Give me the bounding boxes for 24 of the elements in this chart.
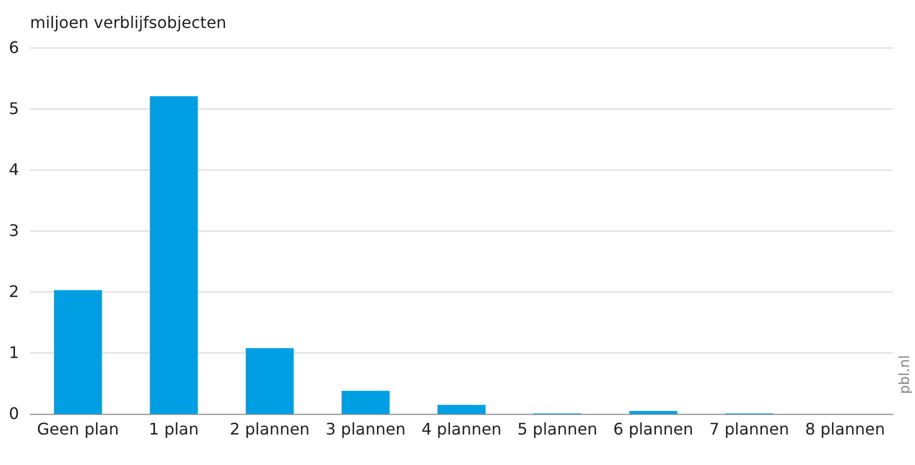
bar [54, 290, 102, 414]
y-tick-label: 3 [8, 221, 19, 240]
bar [438, 404, 486, 414]
y-tick-label: 2 [8, 282, 19, 302]
x-tick-label: 5 plannen [517, 420, 598, 439]
x-tick-label: 7 plannen [709, 420, 790, 439]
x-tick-label: 2 plannen [230, 420, 310, 439]
bar [150, 96, 198, 414]
x-tick-label: 4 plannen [422, 420, 502, 439]
y-tick-label: 5 [8, 99, 19, 118]
x-tick-label: 1 plan [148, 420, 199, 439]
x-tick-label: 3 plannen [326, 420, 406, 439]
y-tick-label: 4 [8, 160, 19, 180]
x-tick-label: 6 plannen [613, 420, 694, 439]
x-tick-label: Geen plan [37, 420, 119, 439]
text: pbl.nl [897, 355, 913, 394]
bar [246, 348, 294, 414]
y-axis-title: miljoen verblijfsobjecten [30, 13, 226, 32]
y-tick-label: 1 [8, 343, 19, 362]
y-tick-label: 6 [8, 38, 19, 58]
bar [342, 390, 390, 414]
x-tick-label: 8 plannen [805, 420, 886, 439]
bar [629, 410, 678, 414]
y-tick-label: 0 [8, 404, 19, 424]
